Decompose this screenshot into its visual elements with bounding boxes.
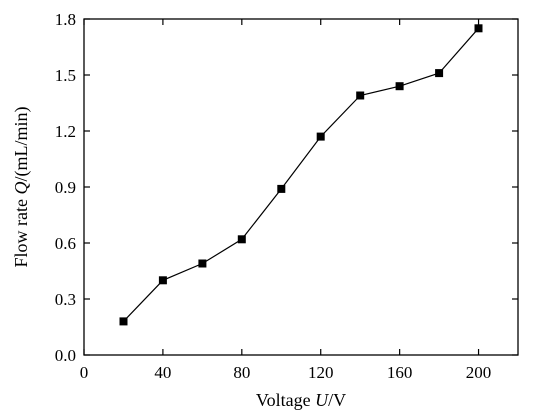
data-point bbox=[158, 276, 167, 285]
y-tick-label: 1.2 bbox=[55, 122, 76, 141]
x-tick-labels: 0 40 80 120 160 200 bbox=[80, 363, 492, 382]
data-point bbox=[474, 24, 483, 33]
y-tick-labels: 0.0 0.3 0.6 0.9 1.2 1.5 1.8 bbox=[55, 10, 76, 365]
data-point bbox=[435, 69, 444, 78]
axis-ticks bbox=[83, 18, 518, 356]
y-tick-label: 0.6 bbox=[55, 234, 76, 253]
x-tick-label: 120 bbox=[308, 363, 334, 382]
series-line bbox=[123, 27, 479, 322]
y-axis-title: Flow rate Q/(mL/min) bbox=[11, 107, 32, 268]
data-point bbox=[316, 132, 325, 141]
y-tick-label: 0.0 bbox=[55, 346, 76, 365]
y-tick-label: 0.9 bbox=[55, 178, 76, 197]
plot-frame bbox=[83, 18, 519, 356]
x-tick-label: 80 bbox=[233, 363, 250, 382]
y-tick-label: 1.8 bbox=[55, 10, 76, 29]
x-tick-label: 200 bbox=[466, 363, 492, 382]
data-point bbox=[198, 259, 207, 268]
x-axis-title: Voltage U/V bbox=[256, 390, 346, 410]
data-point bbox=[277, 184, 286, 193]
x-tick-label: 160 bbox=[387, 363, 413, 382]
x-tick-label: 40 bbox=[154, 363, 171, 382]
x-tick-label: 0 bbox=[80, 363, 89, 382]
y-tick-label: 1.5 bbox=[55, 66, 76, 85]
data-point bbox=[395, 82, 404, 91]
y-tick-label: 0.3 bbox=[55, 290, 76, 309]
data-point bbox=[119, 317, 128, 326]
data-markers bbox=[119, 24, 483, 326]
data-point bbox=[356, 91, 365, 100]
data-point bbox=[237, 235, 246, 244]
